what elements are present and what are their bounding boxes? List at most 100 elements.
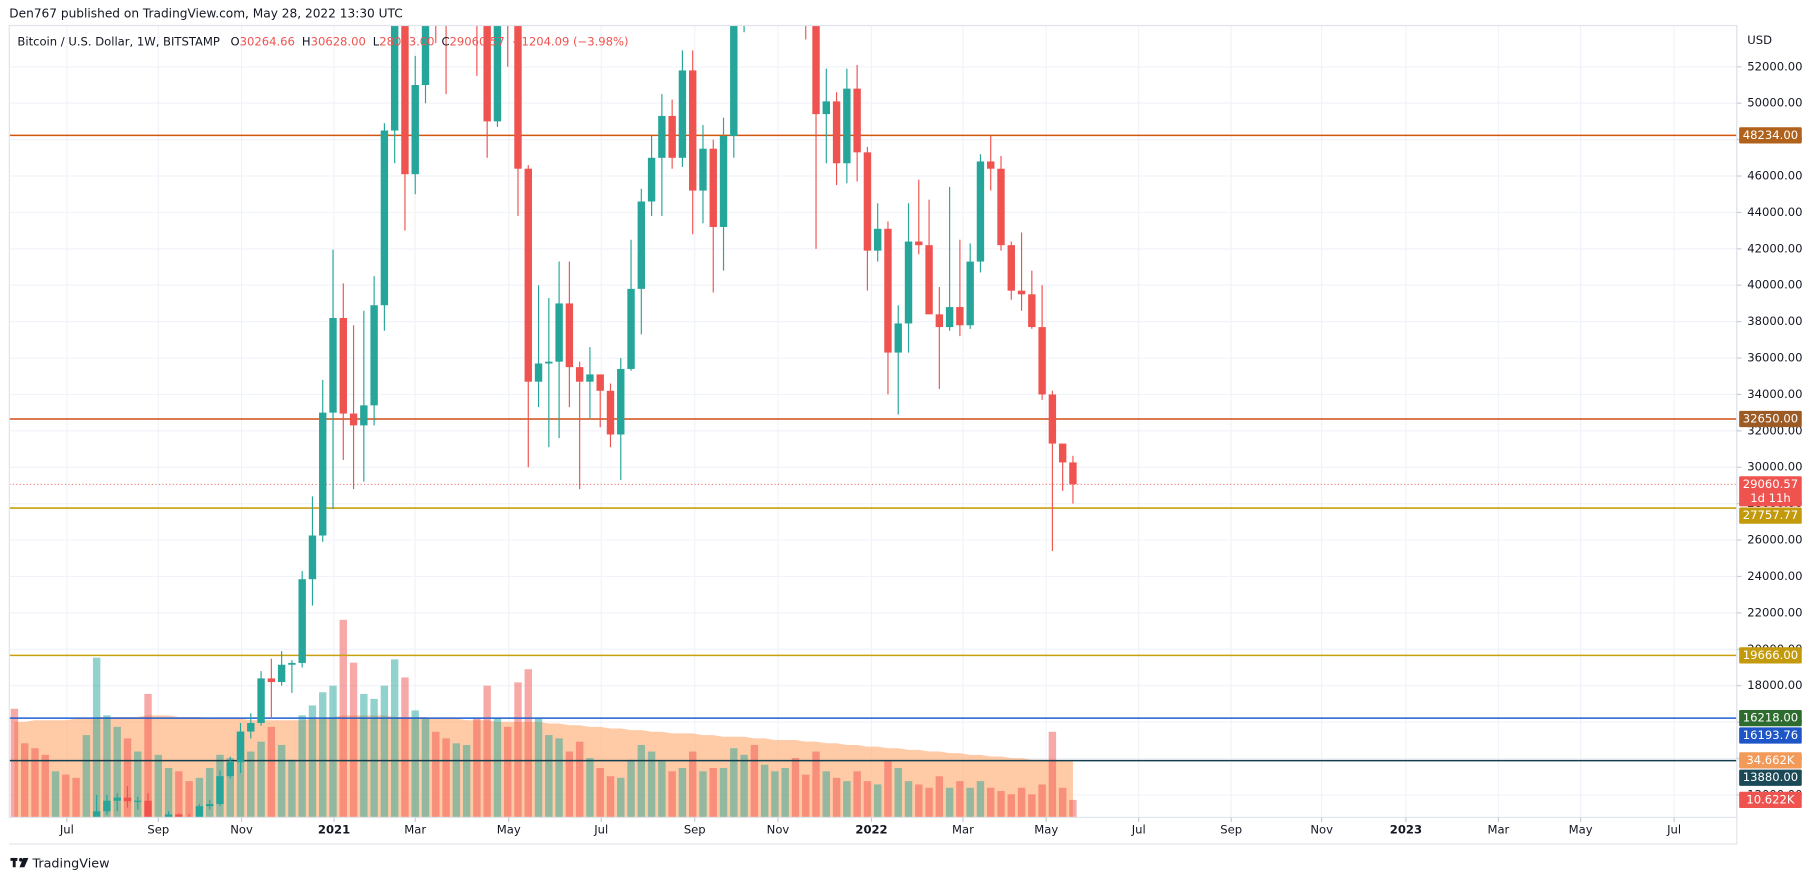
volume-bar <box>92 657 101 818</box>
candle-body <box>1069 462 1077 485</box>
candle-body <box>617 368 625 435</box>
candle-body <box>719 135 728 227</box>
candle-body <box>360 405 368 426</box>
volume-bar <box>411 710 419 818</box>
price-label-text: 10.622K <box>1746 792 1795 806</box>
volume-bar <box>966 787 974 818</box>
candle-body <box>709 148 717 227</box>
ohlc-key: H <box>302 34 311 48</box>
volume-bar <box>1058 787 1067 818</box>
volume-bar <box>62 774 70 818</box>
candle-body <box>730 25 738 136</box>
candle-body <box>596 374 604 391</box>
x-tick-label: Jul <box>1666 823 1681 837</box>
volume-bar <box>740 754 748 818</box>
y-tick-label: 44000.00 <box>1747 205 1802 219</box>
volume-bar <box>401 677 409 818</box>
volume-bar <box>904 781 913 818</box>
candle-body <box>175 814 183 818</box>
volume-bar <box>462 744 471 818</box>
volume-bar <box>1017 787 1026 818</box>
candle-body <box>586 374 594 382</box>
candle-body <box>103 800 111 812</box>
y-tick-label: 24000.00 <box>1747 569 1802 583</box>
volume-bar <box>987 787 995 818</box>
volume-bar <box>935 776 944 818</box>
x-tick-label: Mar <box>1487 823 1509 837</box>
volume-bar <box>997 791 1005 818</box>
y-tick-label: 46000.00 <box>1747 169 1802 183</box>
volume-bar <box>483 685 491 818</box>
x-tick-label: Nov <box>767 823 790 837</box>
volume-bar <box>298 715 306 818</box>
candle-body <box>627 288 635 369</box>
volume-bar <box>205 768 214 818</box>
candle-body <box>976 161 985 262</box>
candle-body <box>853 88 861 153</box>
volume-bar <box>473 718 481 818</box>
volume-bar <box>873 784 882 818</box>
price-label-box <box>1739 791 1802 809</box>
logo-part <box>19 857 23 862</box>
price-label-box <box>1739 752 1802 769</box>
volume-bar <box>164 768 173 818</box>
volume-bar <box>730 748 738 818</box>
volume-bar <box>288 759 296 818</box>
y-tick-label: 34000.00 <box>1747 387 1802 401</box>
y-tick-label: 18000.00 <box>1747 678 1802 692</box>
price-label-text: 13880.00 <box>1743 770 1798 784</box>
volume-bar <box>884 761 892 818</box>
candle-body <box>236 731 245 763</box>
price-label-box <box>1739 127 1802 144</box>
price-label-box <box>1739 647 1802 664</box>
candle-body <box>987 161 995 169</box>
volume-bar <box>1048 731 1057 818</box>
candle-body <box>349 413 358 426</box>
candle-body <box>915 241 923 246</box>
ohlc-change: −1204.09 (−3.98%) <box>512 34 629 48</box>
volume-bar <box>925 787 933 818</box>
ohlc-key: C <box>441 34 449 48</box>
volume-bar <box>390 659 399 818</box>
volume-bar <box>668 771 676 818</box>
volume-bar <box>267 726 276 818</box>
volume-bar <box>575 741 584 818</box>
candle-body <box>483 25 491 122</box>
candle-body <box>1058 443 1067 463</box>
ohlc-key: L <box>373 34 380 48</box>
volume-bar <box>72 777 80 818</box>
candle-body <box>565 303 574 368</box>
volume-bar <box>781 768 789 818</box>
price-label-text: 34.662K <box>1746 753 1795 767</box>
candle-body <box>370 305 378 406</box>
x-tick-label: Nov <box>230 823 253 837</box>
candle-body <box>524 168 532 382</box>
price-label-box <box>1739 769 1802 786</box>
price-label-text: 32650.00 <box>1743 412 1798 426</box>
candle-body <box>144 800 152 818</box>
x-tick-label: Sep <box>147 823 169 837</box>
volume-bar <box>493 718 502 818</box>
volume-bar <box>760 764 769 818</box>
volume-bar <box>226 758 234 818</box>
volume-bar <box>586 758 594 818</box>
y-tick-label: 42000.00 <box>1747 241 1802 255</box>
candle-body <box>308 535 317 580</box>
x-tick-label: Jul <box>593 823 608 837</box>
volume-bar <box>236 731 245 818</box>
volume-bar <box>432 731 440 818</box>
volume-bar <box>360 693 368 818</box>
candle-body <box>832 101 841 164</box>
candle-body <box>164 814 173 818</box>
volume-bar <box>123 738 132 818</box>
volume-bar <box>82 735 91 818</box>
candle-body <box>267 678 276 683</box>
candle-body <box>1038 327 1046 395</box>
candle-body <box>514 25 522 169</box>
price-label-text: 1d 11h <box>1750 491 1790 505</box>
volume-bar <box>688 751 697 818</box>
candle-body <box>843 88 851 164</box>
x-tick-label: 2023 <box>1390 823 1422 837</box>
grid <box>9 25 1737 818</box>
